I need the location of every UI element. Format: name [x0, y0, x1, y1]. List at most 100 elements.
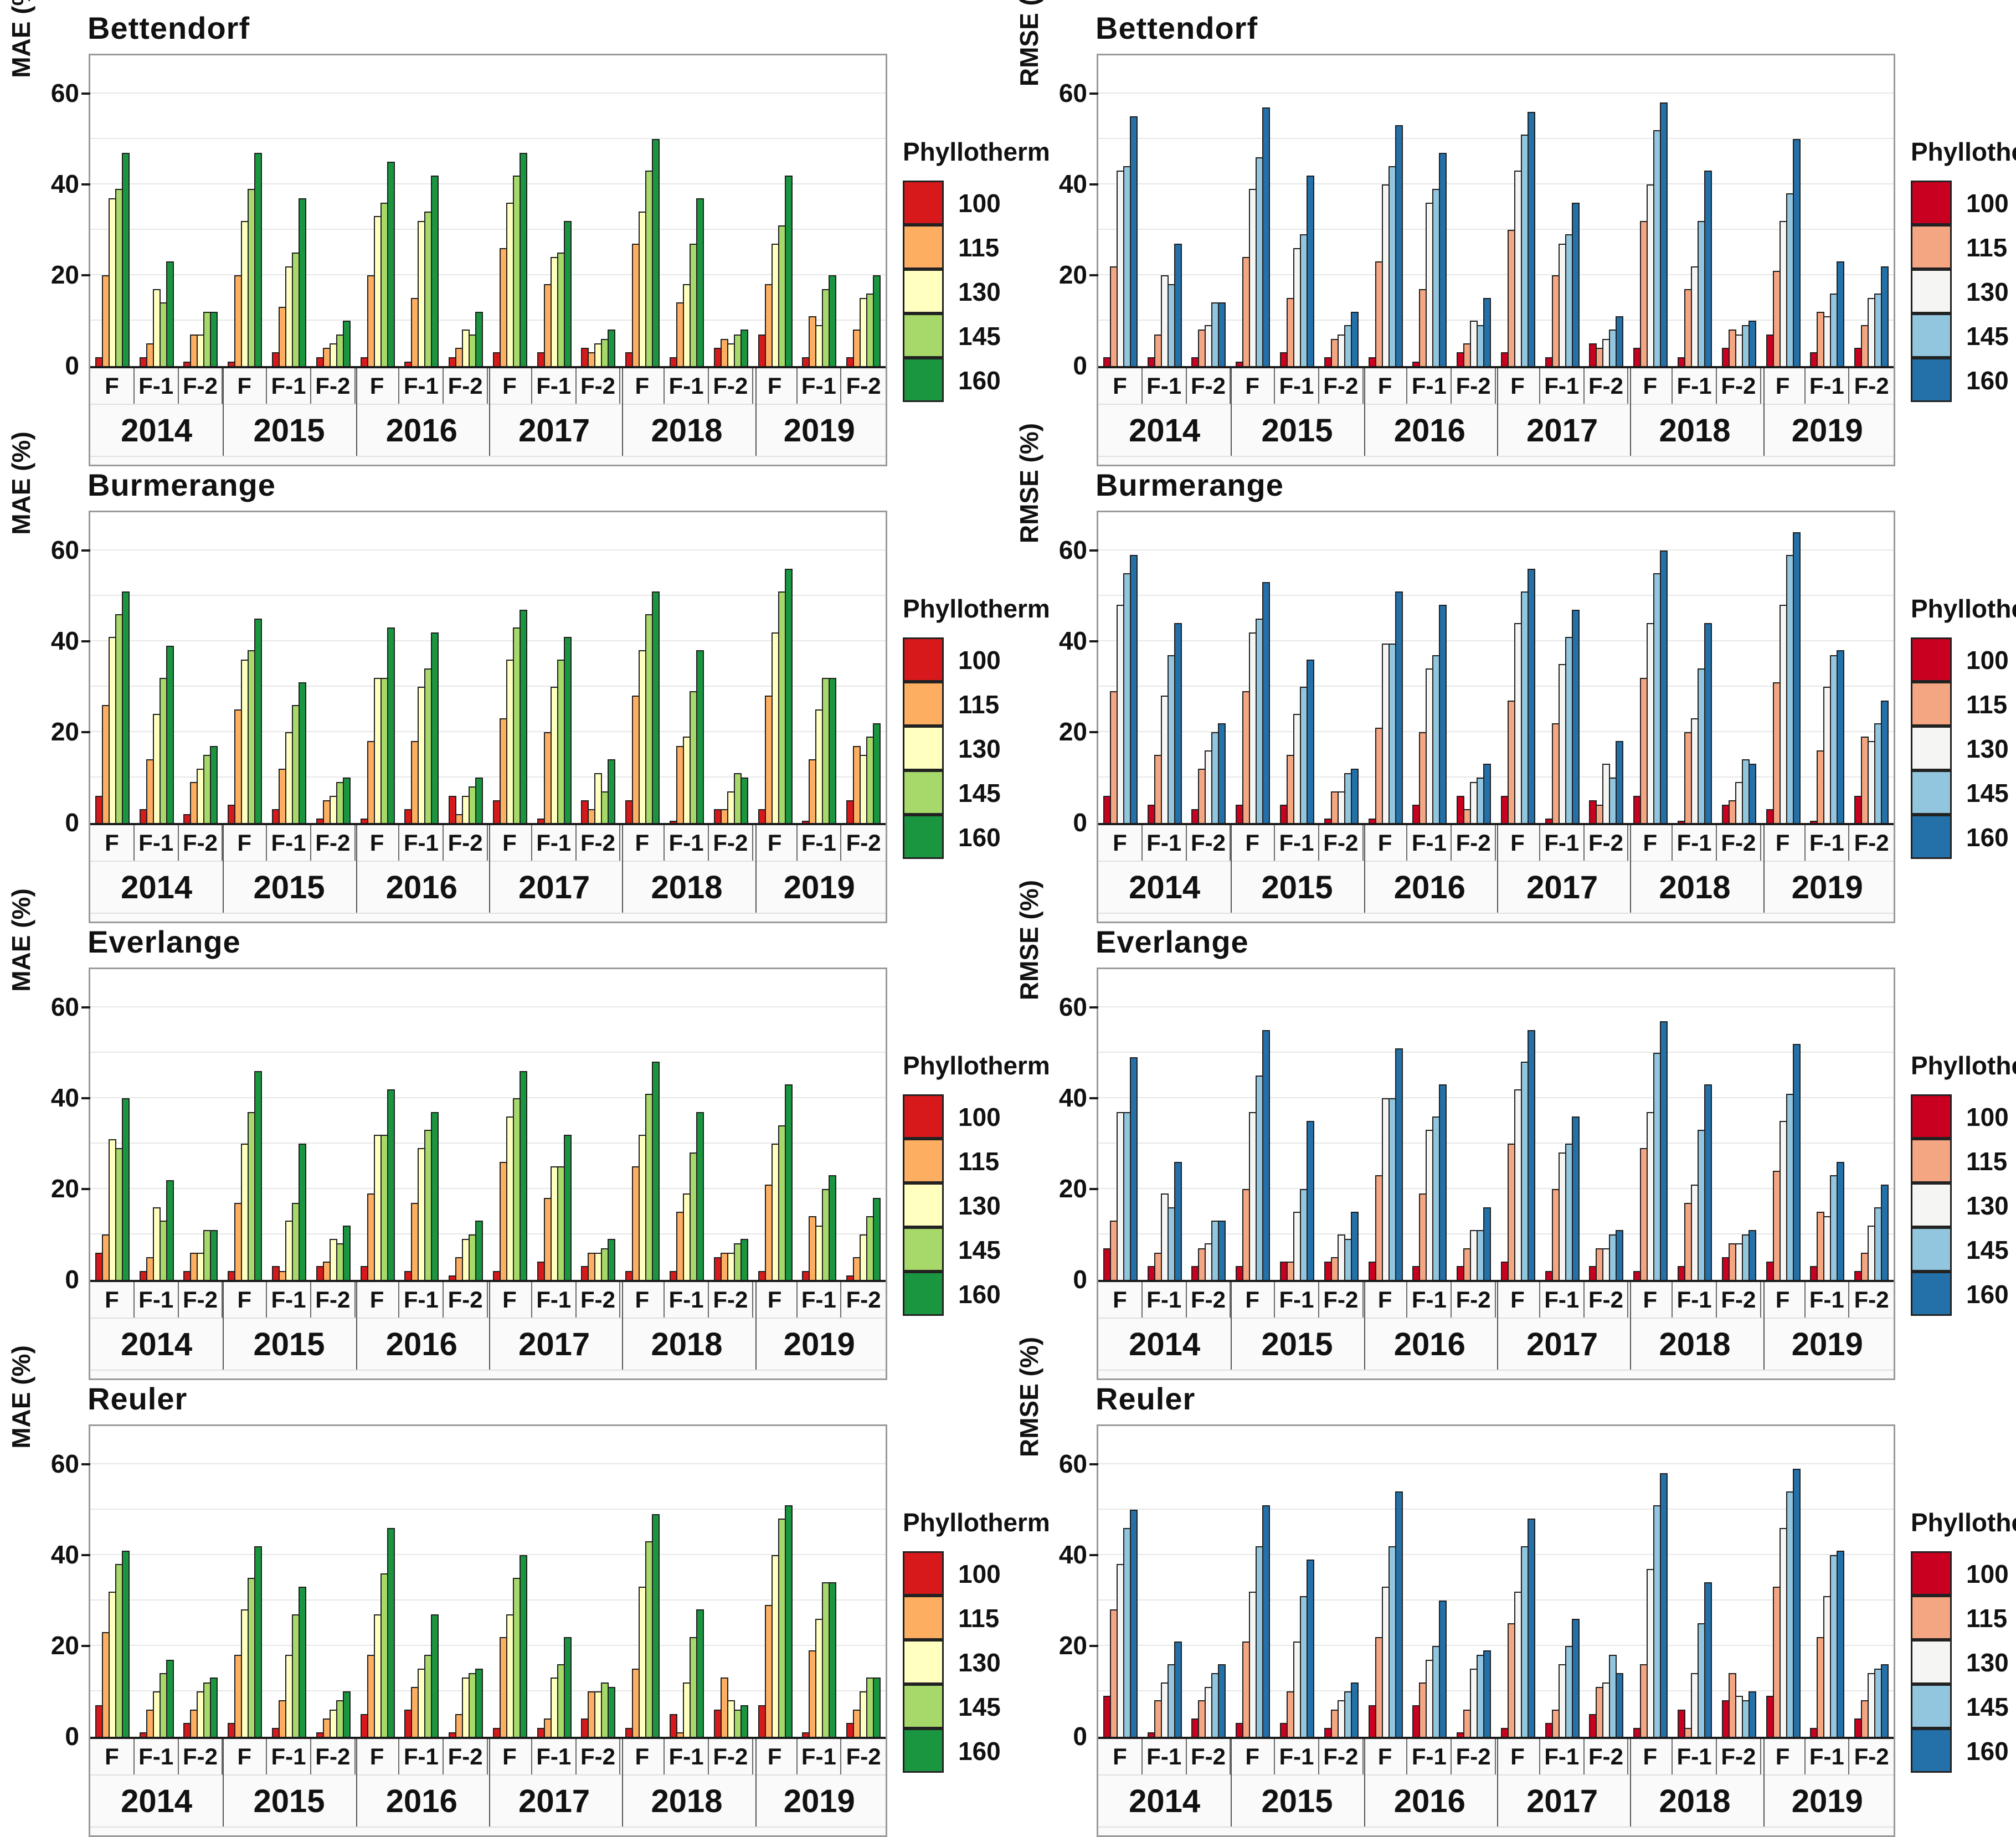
group-label: F-2	[1319, 1282, 1364, 1318]
legend-swatch	[1911, 725, 1952, 770]
group-cell	[1628, 969, 1673, 1280]
group-label: F	[356, 368, 400, 404]
bar	[652, 1062, 660, 1280]
legend-swatch	[903, 357, 944, 402]
bar	[784, 568, 793, 823]
bar	[166, 261, 174, 366]
plot-box: MAE (%) 0 20 40 60 F F-1 F-2 F F-1 F-2 F F-1 F-2 F F-1 F…	[7, 888, 887, 1380]
group-label: F-2	[179, 1282, 223, 1318]
legend-swatch	[903, 1639, 944, 1684]
group-cell	[1761, 1426, 1806, 1737]
gridline	[1098, 1645, 1894, 1646]
group-cell	[1143, 969, 1187, 1280]
group-cell	[223, 969, 267, 1280]
y-tick-label: 60	[1058, 79, 1087, 107]
legend-swatch	[1911, 1551, 1952, 1596]
plot-box: MAE (%) 0 20 40 60 F F-1 F-2 F F-1 F-2 F F-1 F-2 F F-1 F…	[7, 431, 887, 923]
gridline	[90, 1599, 886, 1601]
legend-label: 115	[958, 1147, 1000, 1176]
year-separator	[223, 825, 224, 913]
bars-area: RMSE (%) 0 20 40 60	[1015, 1337, 1894, 1751]
legend-item: 115	[1911, 1138, 2016, 1183]
legend-label: 160	[1966, 366, 2009, 395]
group-label: F-1	[1143, 825, 1187, 861]
group-cell	[1364, 55, 1408, 366]
bars-area: MAE (%) 0 20 40 60	[7, 431, 886, 837]
bar	[563, 636, 572, 823]
group-label: F-1	[665, 825, 709, 861]
group-label: F	[488, 1282, 532, 1318]
y-axis-label-text: RMSE (%)	[1015, 423, 1043, 544]
group-label: F	[90, 825, 135, 861]
year-label: 2016	[385, 1326, 457, 1362]
legend-item: 145	[1911, 770, 2016, 815]
gridline	[90, 1006, 886, 1007]
group-cell	[1364, 512, 1408, 823]
group-cell	[1849, 1426, 1894, 1737]
legend-item: 115	[903, 681, 1022, 727]
bar	[1748, 764, 1756, 823]
group-label-strip: F F-1 F-2 F F-1 F-2 F F-1 F-2 F F-1 F-2 F F-1 F-2 F F-1 F…	[90, 1739, 886, 1776]
group-cell	[399, 1426, 444, 1737]
bar	[254, 152, 263, 366]
year-label-strip: 2014 2015 2016 2017 2018 2019	[1098, 862, 1894, 914]
plot-box: RMSE (%) 0 20 40 60 F F-1 F-2 F F-1 F-2 F F-1 F-2 F F-1…	[1015, 880, 1895, 1380]
bars-area: MAE (%) 0 20 40 60	[7, 0, 886, 380]
legend-label: 115	[958, 233, 1000, 262]
group-cell	[798, 1426, 842, 1737]
year-separator	[488, 1282, 490, 1370]
group-cell	[1761, 512, 1806, 823]
legend-label: 160	[958, 1737, 1001, 1766]
group-cell	[267, 55, 311, 366]
legend-item: 145	[903, 1684, 1022, 1729]
group-cell	[798, 55, 842, 366]
group-cell	[1673, 969, 1717, 1280]
bar	[475, 778, 484, 823]
group-label: F	[1496, 825, 1540, 861]
legend-item: 130	[1911, 1182, 2016, 1228]
bar	[740, 778, 748, 823]
legend-title: Phyllotherm	[1911, 137, 2016, 166]
bar	[121, 1098, 130, 1280]
y-tick-mark	[81, 1006, 90, 1008]
group-cell	[1452, 1426, 1496, 1737]
y-tick-label: 40	[1058, 626, 1087, 655]
bar	[1527, 1519, 1535, 1737]
group-cell	[1098, 512, 1143, 823]
group-label: F-2	[1187, 368, 1231, 404]
bar	[1571, 202, 1580, 366]
y-tick-mark	[1089, 1645, 1098, 1647]
y-axis-label-text: MAE (%)	[7, 888, 35, 992]
plot-area: RMSE (%) 0 20 40 60 F F-1 F-2 F F-1 F-2 F F-1 F-2 F F-1…	[1015, 0, 1895, 466]
y-tick-mark	[81, 183, 90, 186]
legend-swatch	[1911, 313, 1952, 358]
gridline	[1098, 640, 1894, 641]
legend: Phyllotherm 100 115 130 145 160	[1911, 1051, 2016, 1316]
bar	[1483, 298, 1492, 366]
year-label: 2015	[1261, 1783, 1333, 1819]
legend-label: 160	[958, 366, 1001, 395]
year-label: 2018	[651, 1326, 723, 1362]
group-cell	[1849, 969, 1894, 1280]
group-label: F-2	[1319, 368, 1364, 404]
year-separator	[1496, 1739, 1498, 1826]
gridline	[90, 183, 886, 184]
bar	[1527, 111, 1535, 366]
year-label: 2018	[1659, 869, 1731, 905]
group-label: F	[356, 825, 400, 861]
group-label: F-1	[665, 1739, 709, 1774]
gridline	[90, 1188, 886, 1189]
year-separator	[622, 1282, 624, 1370]
legend-item: 160	[903, 1728, 1022, 1773]
legend-swatch	[903, 1595, 944, 1640]
y-tick-label: 0	[65, 1265, 79, 1294]
group-cell	[1364, 1426, 1408, 1737]
y-tick-label: 20	[1058, 1631, 1087, 1660]
bar	[431, 1112, 439, 1280]
gridline	[1098, 1052, 1894, 1053]
year-label: 2018	[651, 1783, 723, 1819]
legend-swatch	[1911, 814, 1952, 859]
year-separator	[1630, 368, 1632, 456]
legend-swatch	[1911, 357, 1952, 402]
legend-title: Phyllotherm	[903, 1051, 1050, 1080]
